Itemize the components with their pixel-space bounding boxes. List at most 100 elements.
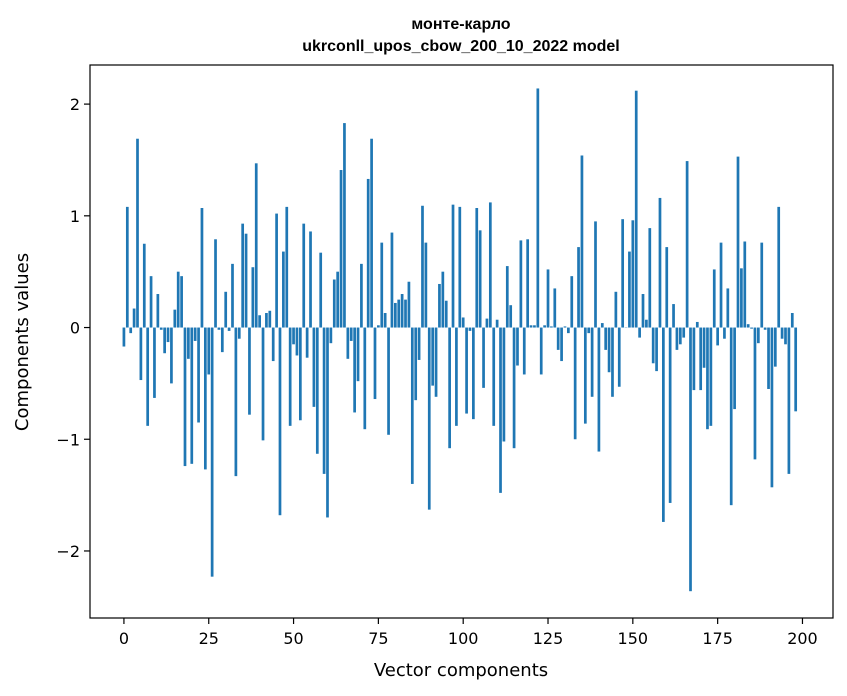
bar bbox=[343, 123, 346, 328]
x-tick-label: 0 bbox=[119, 629, 129, 648]
bar bbox=[129, 327, 133, 334]
bar bbox=[421, 205, 424, 328]
y-axis-label: Components values bbox=[12, 253, 33, 431]
bar bbox=[173, 309, 177, 328]
bar bbox=[611, 327, 614, 397]
bar bbox=[227, 327, 231, 331]
bar bbox=[322, 327, 326, 474]
bar bbox=[543, 325, 546, 328]
bar bbox=[651, 327, 655, 364]
bar bbox=[475, 208, 479, 328]
bar bbox=[516, 327, 519, 366]
bar bbox=[790, 313, 794, 328]
bar bbox=[414, 327, 418, 401]
bar bbox=[634, 90, 638, 328]
bar bbox=[567, 327, 570, 334]
bar bbox=[146, 327, 150, 426]
chart-title: монте-карло bbox=[411, 16, 510, 33]
bar bbox=[563, 326, 567, 328]
plot-area-frame bbox=[89, 64, 834, 619]
bar bbox=[733, 327, 736, 410]
bar bbox=[156, 294, 160, 328]
bar bbox=[122, 327, 126, 347]
bar bbox=[512, 327, 516, 449]
bar bbox=[675, 327, 679, 350]
bar bbox=[706, 327, 709, 430]
bar bbox=[448, 327, 451, 449]
x-tick-label: 175 bbox=[702, 629, 733, 648]
bar bbox=[356, 327, 360, 382]
bar bbox=[275, 213, 278, 328]
y-tick-label: 0 bbox=[70, 319, 80, 338]
bar bbox=[254, 163, 258, 328]
bar bbox=[495, 319, 499, 328]
bar bbox=[159, 327, 163, 330]
bar bbox=[302, 223, 306, 328]
bar bbox=[315, 327, 319, 454]
bar bbox=[482, 327, 485, 388]
y-tick-label: −2 bbox=[56, 542, 80, 561]
x-axis-label: Vector components bbox=[374, 660, 548, 681]
bar bbox=[377, 325, 380, 328]
bar bbox=[560, 327, 563, 362]
bar bbox=[339, 170, 343, 328]
bar bbox=[288, 327, 292, 426]
bar bbox=[682, 327, 686, 338]
bar bbox=[214, 239, 217, 328]
bar bbox=[349, 327, 353, 341]
bar bbox=[750, 327, 753, 329]
bar bbox=[638, 327, 641, 338]
bar bbox=[163, 327, 166, 354]
bar bbox=[665, 247, 669, 328]
bar bbox=[353, 327, 356, 413]
bar bbox=[387, 327, 390, 435]
bar bbox=[370, 138, 373, 328]
bar bbox=[628, 251, 631, 328]
bar bbox=[373, 327, 377, 400]
bar bbox=[410, 327, 414, 484]
bar bbox=[478, 230, 482, 328]
bar bbox=[265, 313, 268, 328]
bar bbox=[336, 271, 340, 328]
bar bbox=[729, 327, 733, 506]
bar bbox=[519, 240, 523, 328]
bar bbox=[712, 269, 716, 328]
bar bbox=[142, 243, 146, 328]
bar bbox=[689, 327, 692, 592]
bar bbox=[231, 263, 234, 328]
bar bbox=[539, 327, 543, 375]
bar bbox=[600, 323, 604, 328]
bar bbox=[658, 197, 662, 328]
bar bbox=[746, 324, 750, 328]
bar bbox=[580, 155, 584, 328]
bar bbox=[305, 327, 309, 358]
x-axis-ticks: 0 25 50 75 100 125 150 175 200 bbox=[119, 618, 818, 648]
bar bbox=[655, 327, 658, 372]
bar bbox=[773, 327, 777, 367]
bar bbox=[190, 327, 194, 464]
bar bbox=[278, 327, 282, 516]
bar bbox=[149, 276, 153, 328]
bar bbox=[170, 327, 173, 384]
y-tick-label: 1 bbox=[70, 207, 80, 226]
bar bbox=[404, 299, 407, 328]
bar bbox=[668, 327, 672, 503]
bar bbox=[271, 327, 275, 362]
bar bbox=[187, 327, 190, 359]
bar bbox=[702, 327, 706, 368]
bar bbox=[407, 281, 411, 328]
bar bbox=[550, 326, 553, 328]
bar bbox=[400, 294, 404, 328]
bar bbox=[363, 327, 367, 430]
bar bbox=[312, 327, 316, 407]
bar bbox=[716, 327, 719, 346]
bar bbox=[417, 327, 421, 360]
bar bbox=[241, 223, 245, 328]
bar bbox=[125, 206, 129, 328]
bar bbox=[757, 327, 760, 344]
bar bbox=[536, 88, 540, 328]
bar bbox=[522, 327, 526, 375]
bar bbox=[166, 327, 170, 343]
bar bbox=[509, 305, 513, 328]
